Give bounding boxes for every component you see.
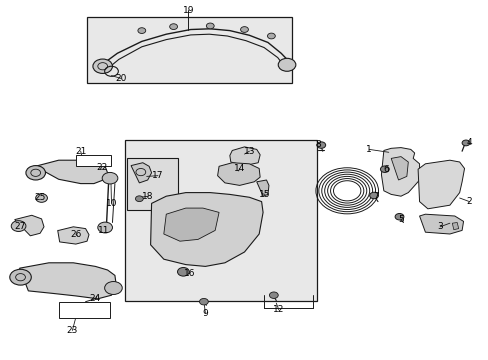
Circle shape bbox=[169, 24, 177, 30]
Polygon shape bbox=[150, 193, 263, 266]
Bar bbox=[127, 158, 178, 210]
Text: 17: 17 bbox=[152, 171, 163, 180]
Text: 5: 5 bbox=[397, 215, 403, 224]
Text: 10: 10 bbox=[105, 199, 117, 208]
Polygon shape bbox=[417, 160, 464, 209]
Polygon shape bbox=[163, 208, 219, 241]
Text: 13: 13 bbox=[243, 147, 255, 156]
Text: 12: 12 bbox=[272, 305, 284, 314]
Circle shape bbox=[206, 23, 214, 29]
Circle shape bbox=[102, 172, 118, 184]
Circle shape bbox=[278, 58, 295, 71]
Bar bbox=[87, 17, 292, 83]
Text: 16: 16 bbox=[183, 269, 195, 278]
Bar bbox=[59, 302, 110, 318]
Text: 18: 18 bbox=[142, 192, 154, 201]
Text: 14: 14 bbox=[233, 164, 245, 173]
Text: 8: 8 bbox=[314, 140, 320, 149]
Circle shape bbox=[11, 221, 26, 231]
Circle shape bbox=[269, 292, 278, 298]
Circle shape bbox=[93, 59, 112, 73]
Text: 20: 20 bbox=[115, 74, 127, 83]
Polygon shape bbox=[20, 263, 116, 299]
Text: 6: 6 bbox=[383, 165, 388, 174]
Circle shape bbox=[36, 194, 47, 202]
Polygon shape bbox=[217, 163, 260, 185]
Circle shape bbox=[461, 140, 469, 146]
Text: 27: 27 bbox=[15, 222, 26, 231]
Text: 9: 9 bbox=[202, 309, 208, 318]
Circle shape bbox=[138, 28, 145, 33]
Circle shape bbox=[316, 142, 325, 148]
Circle shape bbox=[104, 282, 122, 294]
Text: 24: 24 bbox=[89, 294, 101, 303]
Text: 19: 19 bbox=[182, 6, 194, 15]
Text: 26: 26 bbox=[70, 230, 81, 239]
Circle shape bbox=[267, 33, 275, 39]
Polygon shape bbox=[419, 214, 463, 234]
Circle shape bbox=[26, 166, 45, 180]
Circle shape bbox=[177, 267, 189, 276]
Polygon shape bbox=[35, 160, 107, 184]
Text: 11: 11 bbox=[98, 226, 110, 235]
Polygon shape bbox=[15, 215, 44, 236]
Circle shape bbox=[380, 166, 388, 172]
Circle shape bbox=[369, 192, 378, 199]
Text: 15: 15 bbox=[259, 190, 270, 199]
Circle shape bbox=[98, 222, 112, 233]
Polygon shape bbox=[131, 163, 151, 183]
Circle shape bbox=[240, 27, 248, 32]
Circle shape bbox=[10, 269, 31, 285]
Polygon shape bbox=[229, 147, 260, 166]
Text: 22: 22 bbox=[96, 163, 107, 172]
Bar bbox=[124, 140, 316, 301]
Circle shape bbox=[199, 298, 208, 305]
Text: 23: 23 bbox=[66, 326, 78, 335]
Text: 4: 4 bbox=[466, 138, 471, 147]
Circle shape bbox=[394, 213, 403, 220]
Text: 2: 2 bbox=[466, 197, 471, 206]
Text: 3: 3 bbox=[436, 222, 442, 231]
Polygon shape bbox=[390, 157, 407, 180]
Text: 1: 1 bbox=[366, 145, 371, 154]
Polygon shape bbox=[256, 180, 268, 196]
Circle shape bbox=[135, 196, 143, 202]
Polygon shape bbox=[451, 222, 458, 230]
Text: 21: 21 bbox=[75, 147, 86, 156]
Polygon shape bbox=[381, 148, 419, 196]
Text: 7: 7 bbox=[373, 192, 379, 201]
Polygon shape bbox=[58, 227, 89, 244]
Text: 25: 25 bbox=[34, 193, 46, 202]
Bar bbox=[76, 155, 111, 166]
